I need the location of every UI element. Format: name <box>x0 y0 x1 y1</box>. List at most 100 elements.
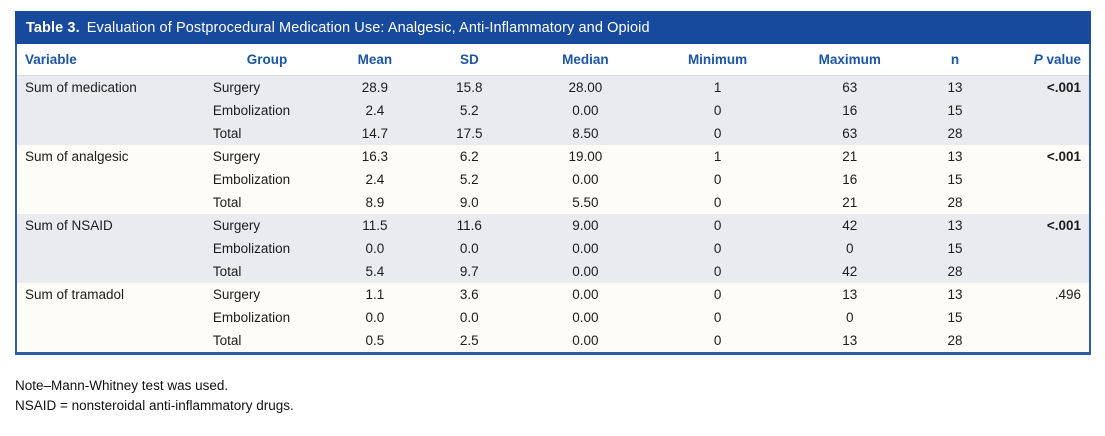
cell-n: 13 <box>947 149 963 164</box>
cell-group: Total <box>212 264 242 279</box>
col-header-minimum: Minimum <box>652 44 783 76</box>
cell-p-value <box>993 260 1090 283</box>
cell-minimum: 0 <box>713 103 722 118</box>
col-header-maximum: Maximum <box>782 44 918 76</box>
table-row: Total 14.7 17.5 8.50 0 63 28 <box>16 122 1090 145</box>
cell-mean: 0.0 <box>365 241 385 256</box>
cell-minimum: 0 <box>713 310 722 325</box>
cell-variable: Sum of tramadol <box>25 287 125 302</box>
cell-group: Surgery <box>212 218 261 233</box>
cell-sd: 6.2 <box>459 149 479 164</box>
cell-mean: 11.5 <box>362 218 388 233</box>
cell-p-value <box>993 191 1090 214</box>
cell-median: 5.50 <box>572 195 599 210</box>
cell-mean: 0.0 <box>365 310 385 325</box>
cell-minimum: 0 <box>713 195 722 210</box>
cell-p-value <box>993 306 1090 329</box>
cell-n: 28 <box>947 333 963 348</box>
table-row: Embolization 0.0 0.0 0.00 0 0 15 <box>16 306 1090 329</box>
cell-median: 0.00 <box>572 264 599 279</box>
table-row: Sum of medication Surgery 28.9 15.8 28.00 1 63… <box>16 75 1090 99</box>
cell-median: 0.00 <box>572 241 599 256</box>
cell-group: Embolization <box>212 172 291 187</box>
header-row: Variable Group Mean SD Median Minimum Ma… <box>16 44 1090 76</box>
cell-p-value <box>993 329 1090 354</box>
table-body: Sum of medication Surgery 28.9 15.8 28.00 1 63… <box>16 75 1090 354</box>
table-figure: Table 3. Evaluation of Postprocedural Me… <box>15 11 1091 416</box>
cell-mean: 8.9 <box>365 195 385 210</box>
medication-use-table: Variable Group Mean SD Median Minimum Ma… <box>15 44 1091 355</box>
table-row: Total 5.4 9.7 0.00 0 42 28 <box>16 260 1090 283</box>
cell-minimum: 0 <box>713 264 722 279</box>
cell-n: 15 <box>947 103 963 118</box>
cell-median: 0.00 <box>572 103 599 118</box>
p-value-italic-p: P <box>1033 52 1043 67</box>
cell-group: Embolization <box>212 310 291 325</box>
cell-minimum: 0 <box>713 218 722 233</box>
cell-maximum: 13 <box>842 287 858 302</box>
table-row: Embolization 0.0 0.0 0.00 0 0 15 <box>16 237 1090 260</box>
table-notes: Note–Mann-Whitney test was used. NSAID =… <box>15 376 1091 416</box>
table-title-bar: Table 3. Evaluation of Postprocedural Me… <box>15 11 1091 44</box>
cell-sd: 5.2 <box>459 172 479 187</box>
cell-maximum: 16 <box>842 172 858 187</box>
table-row: Embolization 2.4 5.2 0.00 0 16 15 <box>16 99 1090 122</box>
cell-group: Total <box>212 126 242 141</box>
cell-sd: 3.6 <box>459 287 479 302</box>
cell-n: 13 <box>947 287 963 302</box>
cell-variable <box>16 191 205 214</box>
cell-minimum: 0 <box>713 126 722 141</box>
cell-median: 19.00 <box>568 149 603 164</box>
cell-n: 28 <box>947 195 963 210</box>
col-header-variable: Variable <box>16 44 205 76</box>
cell-variable <box>16 260 205 283</box>
cell-mean: 5.4 <box>365 264 385 279</box>
cell-minimum: 1 <box>713 149 722 164</box>
cell-variable <box>16 329 205 354</box>
cell-variable <box>16 237 205 260</box>
cell-maximum: 63 <box>842 80 858 95</box>
cell-mean: 28.9 <box>361 80 389 95</box>
cell-p-value <box>993 168 1090 191</box>
cell-group: Total <box>212 195 242 210</box>
cell-mean: 16.3 <box>361 149 389 164</box>
cell-minimum: 0 <box>713 172 722 187</box>
cell-median: 9.00 <box>572 218 599 233</box>
cell-minimum: 0 <box>713 287 722 302</box>
cell-mean: 2.4 <box>365 103 385 118</box>
cell-group: Surgery <box>212 80 261 95</box>
cell-mean: 0.5 <box>365 333 385 348</box>
cell-sd: 9.0 <box>459 195 479 210</box>
cell-p-value: .496 <box>1054 287 1081 302</box>
col-header-median: Median <box>517 44 653 76</box>
col-header-sd: SD <box>420 44 518 76</box>
cell-maximum: 21 <box>842 195 858 210</box>
cell-n: 13 <box>947 218 963 233</box>
cell-p-value: <.001 <box>1046 80 1081 95</box>
cell-n: 15 <box>947 310 963 325</box>
cell-n: 15 <box>947 172 963 187</box>
cell-mean: 2.4 <box>365 172 385 187</box>
note-line-1: Note–Mann-Whitney test was used. <box>15 378 229 393</box>
cell-minimum: 0 <box>713 333 722 348</box>
cell-sd: 5.2 <box>459 103 479 118</box>
cell-median: 8.50 <box>572 126 599 141</box>
cell-n: 28 <box>947 264 963 279</box>
cell-group: Total <box>212 333 242 348</box>
cell-maximum: 21 <box>842 149 858 164</box>
cell-median: 0.00 <box>572 287 599 302</box>
col-header-p-value: P value <box>992 44 1090 76</box>
cell-group: Surgery <box>212 149 261 164</box>
cell-sd: 2.5 <box>459 333 479 348</box>
note-line-2: NSAID = nonsteroidal anti-inflammatory d… <box>15 398 294 413</box>
cell-sd: 0.0 <box>459 241 479 256</box>
cell-variable: Sum of medication <box>25 80 137 95</box>
cell-n: 15 <box>947 241 963 256</box>
table-row: Embolization 2.4 5.2 0.00 0 16 15 <box>16 168 1090 191</box>
cell-maximum: 16 <box>842 103 858 118</box>
table-row: Sum of NSAID Surgery 11.5 11.6 9.00 0 42 13 <.00… <box>16 214 1090 237</box>
col-header-mean: Mean <box>329 44 421 76</box>
cell-variable: Sum of NSAID <box>25 218 113 233</box>
cell-median: 0.00 <box>572 310 599 325</box>
cell-maximum: 13 <box>842 333 858 348</box>
